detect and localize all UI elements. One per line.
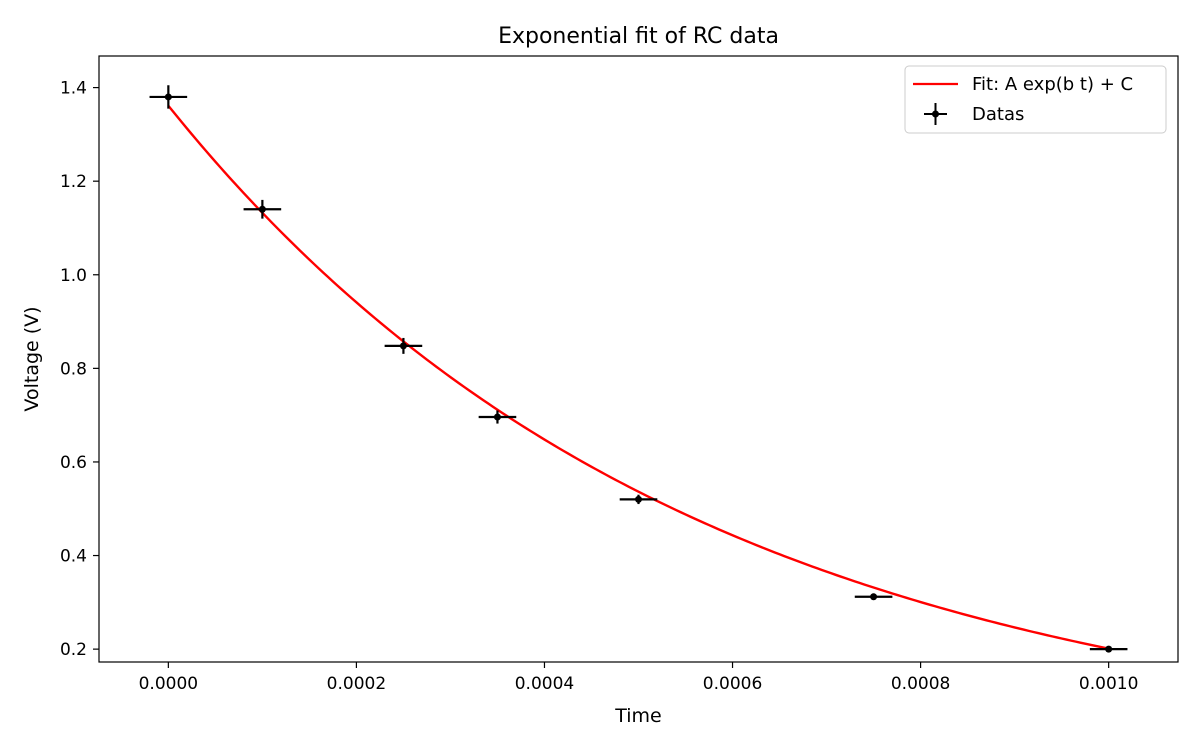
legend-box (904, 65, 1167, 134)
data-point (243, 199, 282, 219)
plot-area (99, 56, 1178, 662)
plot-content (149, 85, 1128, 653)
y-tick-label: 0.6 (60, 453, 87, 473)
data-marker (493, 413, 501, 421)
data-point (1089, 645, 1128, 653)
data-point (478, 410, 517, 424)
legend-fit-label: Fit: A exp(b t) + C (972, 74, 1133, 95)
data-marker (164, 93, 172, 101)
data-point (149, 85, 188, 109)
x-tick-label: 0.0006 (703, 674, 762, 694)
legend-data-label: Datas (972, 104, 1024, 125)
y-tick-label: 1.4 (60, 79, 87, 99)
y-axis-label: Voltage (V) (21, 306, 43, 411)
x-tick-label: 0.0002 (327, 674, 386, 694)
x-axis-ticks: 0.0000 0.0002 0.0004 0.0006 0.0008 0.0010 (139, 662, 1138, 694)
y-tick-label: 0.8 (60, 359, 87, 379)
y-axis-ticks: 0.2 0.4 0.6 0.8 1.0 1.2 1.4 (60, 79, 99, 660)
legend: Fit: A exp(b t) + C Datas (904, 65, 1167, 134)
data-marker (1105, 645, 1113, 653)
y-tick-label: 0.4 (60, 547, 87, 567)
chart-title: Exponential fit of RC data (498, 24, 779, 49)
data-marker (258, 205, 266, 213)
x-tick-label: 0.0010 (1079, 674, 1138, 694)
x-tick-label: 0.0000 (139, 674, 198, 694)
x-axis-label: Time (614, 705, 662, 727)
data-point (384, 337, 423, 354)
data-marker (870, 593, 878, 601)
data-point (619, 494, 658, 505)
legend-data-swatch (924, 103, 947, 125)
plot-frame (98, 55, 1179, 663)
y-tick-label: 1.0 (60, 266, 87, 286)
data-marker (635, 495, 642, 503)
data-marker (399, 342, 407, 350)
data-point (854, 593, 893, 601)
y-tick-label: 0.2 (60, 640, 87, 660)
y-tick-label: 1.2 (60, 172, 87, 192)
x-tick-label: 0.0008 (891, 674, 950, 694)
fit-curve-line (167, 104, 1109, 650)
x-tick-label: 0.0004 (515, 674, 574, 694)
